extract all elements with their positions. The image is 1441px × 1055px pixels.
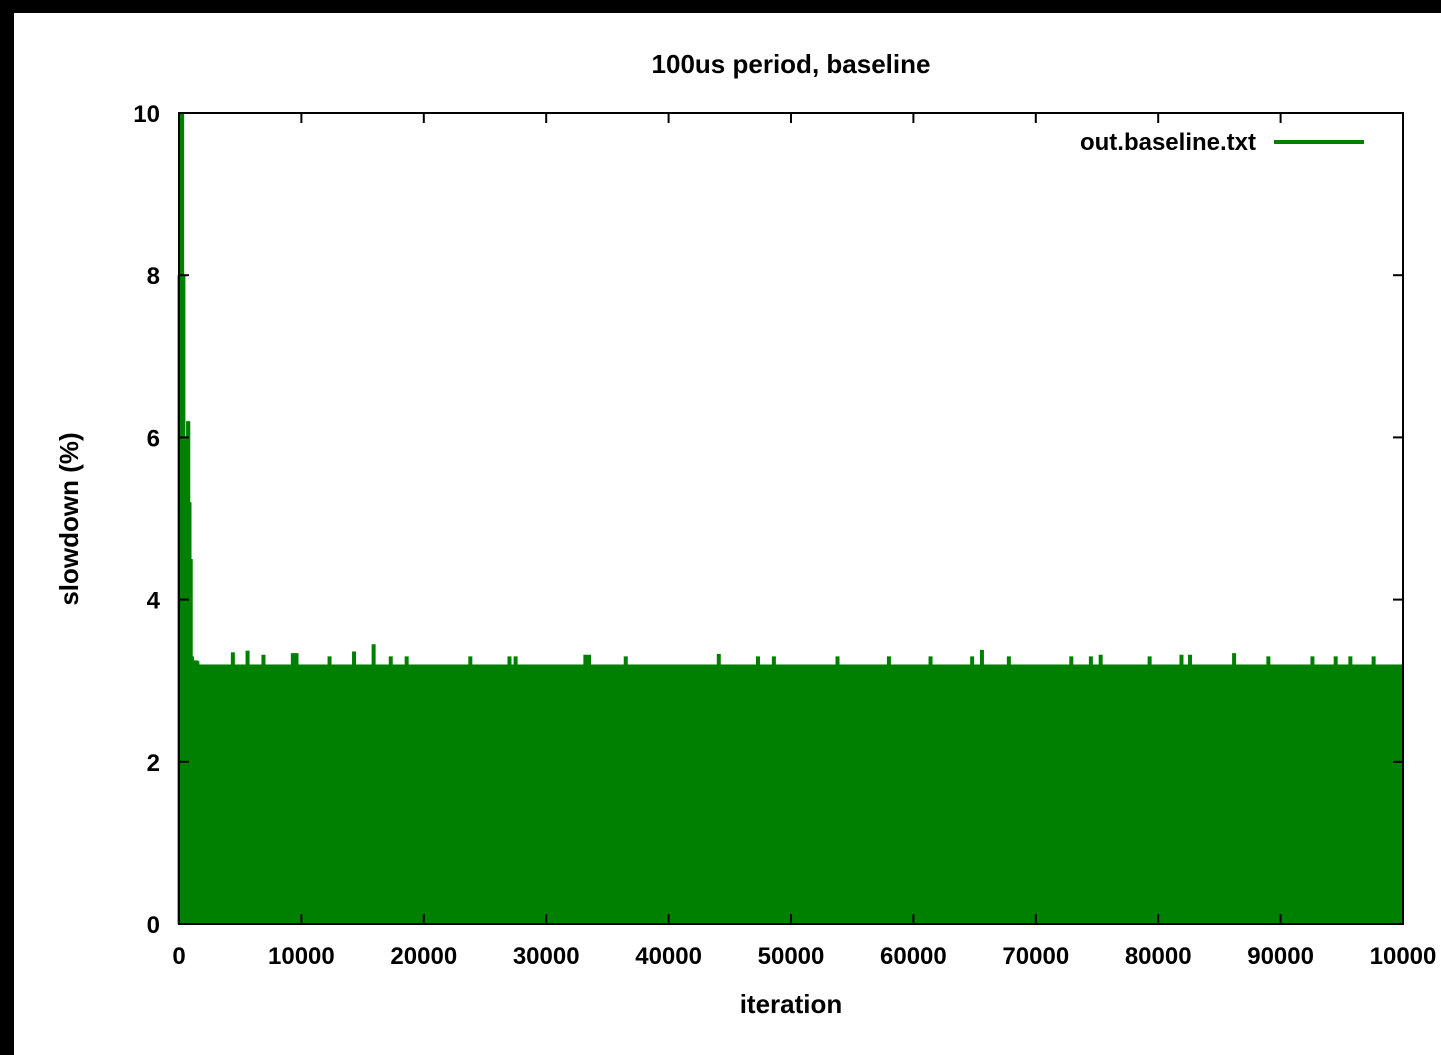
y-tick-label: 0 bbox=[147, 912, 160, 939]
data-point bbox=[587, 654, 592, 924]
x-axis-label: iteration bbox=[740, 989, 843, 1019]
data-point bbox=[468, 656, 473, 924]
data-point bbox=[1069, 656, 1074, 924]
y-ticks: 0 2 4 6 8 10 bbox=[133, 101, 1403, 939]
data-layer bbox=[177, 113, 1404, 924]
data-point bbox=[583, 654, 588, 924]
series-fill bbox=[192, 664, 1404, 924]
data-point bbox=[1147, 656, 1152, 924]
data-point bbox=[1098, 654, 1103, 924]
x-tick-label: 20000 bbox=[390, 943, 457, 970]
data-point bbox=[716, 653, 721, 924]
y-tick-label: 4 bbox=[147, 588, 161, 615]
data-point bbox=[1371, 656, 1376, 924]
y-tick-label: 2 bbox=[147, 750, 160, 777]
data-point bbox=[245, 650, 250, 924]
x-tick-label: 30000 bbox=[513, 943, 580, 970]
x-tick-label: 10000 bbox=[1370, 943, 1437, 970]
x-tick-label: 90000 bbox=[1247, 943, 1314, 970]
data-point bbox=[755, 656, 760, 924]
data-point bbox=[1266, 656, 1271, 924]
data-point bbox=[771, 656, 776, 924]
data-point bbox=[327, 656, 332, 924]
x-tick-label: 70000 bbox=[1002, 943, 1069, 970]
data-point bbox=[513, 656, 518, 924]
x-tick-label: 60000 bbox=[880, 943, 947, 970]
x-tick-label: 80000 bbox=[1125, 943, 1192, 970]
legend-label: out.baseline.txt bbox=[1080, 129, 1256, 156]
data-point bbox=[388, 656, 393, 924]
data-point bbox=[1310, 656, 1315, 924]
y-tick-label: 6 bbox=[147, 425, 160, 452]
x-ticks: 0 10000 20000 30000 40000 50000 60000 70000 8000… bbox=[172, 113, 1436, 970]
legend: out.baseline.txt bbox=[1080, 129, 1364, 156]
data-point bbox=[1232, 653, 1237, 924]
y-axis-label: slowdown (%) bbox=[54, 432, 84, 605]
data-point bbox=[835, 656, 840, 924]
data-point bbox=[1179, 654, 1184, 924]
data-point bbox=[1333, 656, 1338, 924]
data-point bbox=[195, 661, 200, 924]
data-point bbox=[230, 652, 235, 924]
y-tick-label: 8 bbox=[147, 263, 160, 290]
data-point bbox=[1188, 654, 1193, 924]
data-point bbox=[928, 656, 933, 924]
data-point bbox=[294, 653, 299, 924]
data-point bbox=[290, 653, 295, 924]
x-tick-label: 0 bbox=[172, 943, 185, 970]
data-point bbox=[261, 654, 266, 924]
data-point bbox=[371, 644, 376, 924]
data-point bbox=[979, 649, 984, 924]
data-point bbox=[1088, 656, 1093, 924]
data-point bbox=[352, 651, 357, 924]
x-tick-label: 50000 bbox=[758, 943, 825, 970]
data-point bbox=[970, 656, 975, 924]
data-point bbox=[1348, 656, 1353, 924]
data-point bbox=[623, 656, 628, 924]
x-tick-label: 40000 bbox=[635, 943, 702, 970]
data-point bbox=[1399, 664, 1404, 924]
data-point bbox=[404, 656, 409, 924]
data-point bbox=[886, 656, 891, 924]
chart-title: 100us period, baseline bbox=[652, 49, 931, 79]
data-point bbox=[507, 656, 512, 924]
data-point bbox=[1006, 656, 1011, 924]
y-tick-label: 10 bbox=[133, 101, 160, 128]
x-tick-label: 10000 bbox=[268, 943, 335, 970]
